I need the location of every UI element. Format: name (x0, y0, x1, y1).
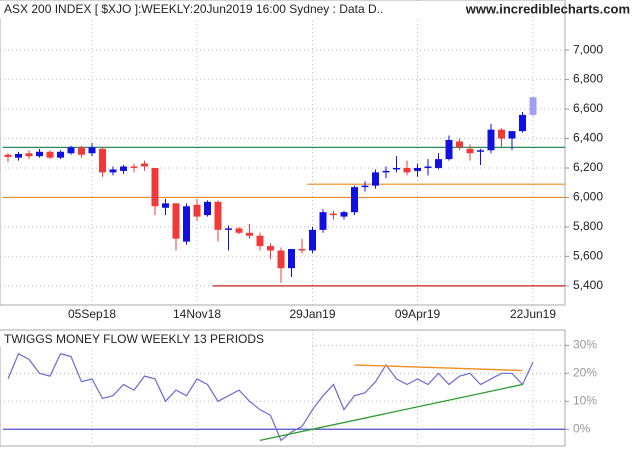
x-tick-label: 14Nov18 (173, 307, 221, 321)
candle-body (372, 172, 379, 186)
x-tick-label: 22Jun19 (510, 307, 556, 321)
candle-body (414, 167, 421, 171)
candle-body (445, 139, 453, 160)
candle-body (36, 151, 43, 157)
candle-body (529, 97, 537, 115)
y-tick-label: 6,400 (573, 131, 603, 145)
candle-body (15, 153, 22, 158)
price-panel (0, 0, 566, 306)
candle-body (204, 201, 211, 216)
candle-body (88, 147, 96, 154)
candle-body (214, 201, 222, 230)
candle-body (172, 203, 180, 239)
y-tick-label: 6,800 (573, 72, 603, 86)
candle-body (393, 167, 400, 170)
candle-body (361, 185, 369, 188)
x-tick-label: 09Apr19 (395, 307, 441, 321)
candle-body (267, 246, 274, 251)
indicator-panel (0, 329, 566, 447)
candle-body (130, 166, 138, 168)
candle-body (277, 250, 285, 269)
candle-body (46, 151, 54, 158)
trend-line (259, 383, 523, 442)
candle-body (477, 150, 484, 152)
y-tick-label: 0% (573, 421, 591, 435)
y-tick-label: 6,000 (573, 190, 603, 204)
candle-body (57, 151, 64, 158)
candle-body (456, 141, 463, 148)
y-tick-label: 10% (573, 393, 597, 407)
candle-body (25, 153, 33, 157)
indicator-title-bg (0, 331, 310, 347)
title-bg (0, 1, 445, 19)
candle-body (351, 187, 358, 213)
y-tick-label: 5,400 (573, 278, 603, 292)
y-tick-label: 20% (573, 365, 597, 379)
candle-body (4, 154, 12, 157)
x-tick-label: 29Jan19 (289, 307, 335, 321)
candle-body (162, 203, 169, 208)
y-tick-label: 6,200 (573, 160, 603, 174)
candle-body (99, 148, 106, 173)
candle-body (235, 228, 243, 233)
candle-body (519, 114, 526, 132)
candle-body (466, 148, 474, 154)
source: www.incrediblecharts.com (465, 1, 630, 16)
candle-body (151, 167, 159, 207)
candle-body (498, 129, 505, 139)
candle-body (120, 166, 127, 171)
candle-body (319, 212, 327, 230)
y-tick-label: 5,600 (573, 249, 603, 263)
indicator-title: TWIGGS MONEY FLOW WEEKLY 13 PERIODS (4, 332, 264, 346)
candle-body (330, 213, 337, 216)
candle-body (288, 249, 295, 269)
candle-body (340, 212, 348, 217)
y-tick-label: 7,000 (573, 42, 603, 56)
chart-title: ASX 200 INDEX [ $XJO ]:WEEKLY:20Jun2019 … (4, 2, 383, 16)
trend-line (354, 364, 523, 372)
candle-body (424, 166, 432, 168)
candle-body (193, 204, 201, 217)
candle-body (246, 232, 253, 236)
indicator-line (7, 352, 534, 442)
candle-body (141, 163, 148, 167)
candle-body (309, 229, 316, 251)
y-tick-label: 30% (573, 338, 597, 352)
candle-body (183, 206, 190, 242)
candle-body (225, 228, 232, 230)
y-tick-label: 6,600 (573, 101, 603, 115)
candle-body (435, 159, 442, 168)
candle-body (298, 249, 306, 251)
y-tick-label: 5,800 (573, 219, 603, 233)
candle-body (403, 167, 411, 173)
candle-body (256, 235, 264, 247)
candle-body (109, 169, 117, 173)
candle-body (67, 147, 75, 154)
candle-body (508, 131, 516, 139)
candle-body (78, 147, 85, 155)
candle-body (487, 129, 495, 151)
candle-body (382, 170, 390, 173)
x-tick-label: 05Sep18 (68, 307, 116, 321)
